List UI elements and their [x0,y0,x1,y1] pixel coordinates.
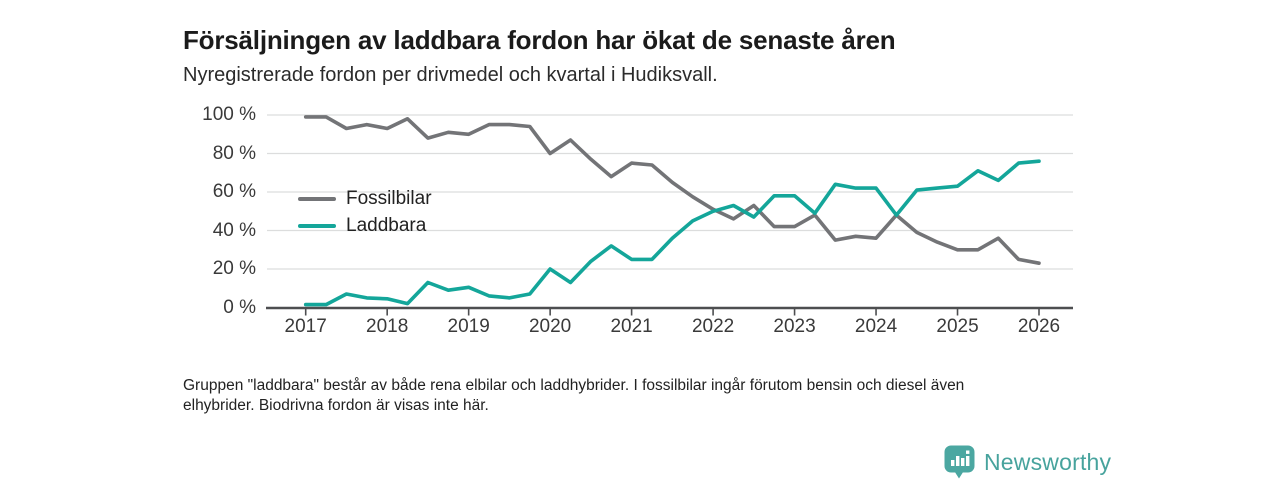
y-axis-label-80: 80 % [212,142,256,164]
laddbara-line-swatch [298,223,336,228]
x-axis-label-2021: 2021 [610,316,653,337]
series-line-laddbara [303,159,1041,307]
x-axis-label-2026: 2026 [1017,316,1061,337]
legend-item-laddbara: Laddbara [298,212,432,239]
x-axis-label-2018: 2018 [366,316,409,337]
chart-subtitle: Nyregistrerade fordon per drivmedel och … [183,64,718,86]
legend-item-fossilbilar: Fossilbilar [298,185,432,212]
y-axis-label-100: 100 % [202,104,256,125]
newsworthy-logo: Newsworthy [944,445,1111,479]
chart-legend: Fossilbilar Laddbara [298,185,432,239]
fossilbilar-line-swatch [298,196,336,201]
y-axis-label-40: 40 % [212,219,256,241]
y-axis-label-0: 0 % [223,296,256,318]
footnote-line-2: elhybrider. Biodrivna fordon är visas in… [183,397,489,414]
newsworthy-badge-icon [944,445,975,479]
x-axis-label-2025: 2025 [936,316,979,337]
y-axis-label-60: 60 % [212,181,256,202]
newsworthy-logo-text: Newsworthy [984,448,1112,475]
x-axis-label-2019: 2019 [447,316,490,337]
footnote-line-1: Gruppen "laddbara" består av både rena e… [183,377,965,394]
x-axis-label-2017: 2017 [284,316,327,337]
series-line-fossilbilar [303,115,1041,266]
x-axis-label-2024: 2024 [854,316,898,337]
x-axis-label-2020: 2020 [528,316,572,337]
x-axis-label-2023: 2023 [773,316,816,337]
page-title: Försäljningen av laddbara fordon har öka… [183,25,896,56]
legend-label-fossilbilar: Fossilbilar [346,187,432,209]
x-axis-label-2022: 2022 [691,316,735,337]
y-axis-label-20: 20 % [212,258,256,279]
legend-label-laddbara: Laddbara [346,214,427,236]
